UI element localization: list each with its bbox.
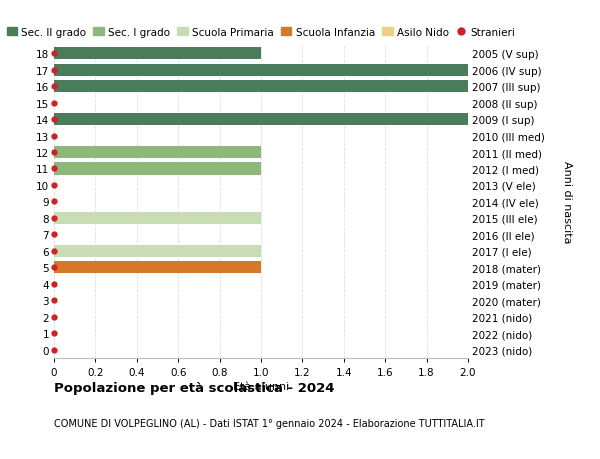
Y-axis label: Anni di nascita: Anni di nascita <box>562 161 572 243</box>
X-axis label: Età alunni: Età alunni <box>233 381 289 391</box>
Bar <box>54 163 261 175</box>
Bar <box>54 64 468 77</box>
Bar <box>54 81 468 93</box>
Legend: Sec. II grado, Sec. I grado, Scuola Primaria, Scuola Infanzia, Asilo Nido, Stran: Sec. II grado, Sec. I grado, Scuola Prim… <box>7 28 515 38</box>
Bar <box>54 114 468 126</box>
Bar <box>54 245 261 257</box>
Text: Popolazione per età scolastica - 2024: Popolazione per età scolastica - 2024 <box>54 381 335 394</box>
Bar <box>54 146 261 159</box>
Bar <box>54 212 261 224</box>
Bar <box>54 262 261 274</box>
Text: COMUNE DI VOLPEGLINO (AL) - Dati ISTAT 1° gennaio 2024 - Elaborazione TUTTITALIA: COMUNE DI VOLPEGLINO (AL) - Dati ISTAT 1… <box>54 418 485 428</box>
Bar <box>54 48 261 60</box>
